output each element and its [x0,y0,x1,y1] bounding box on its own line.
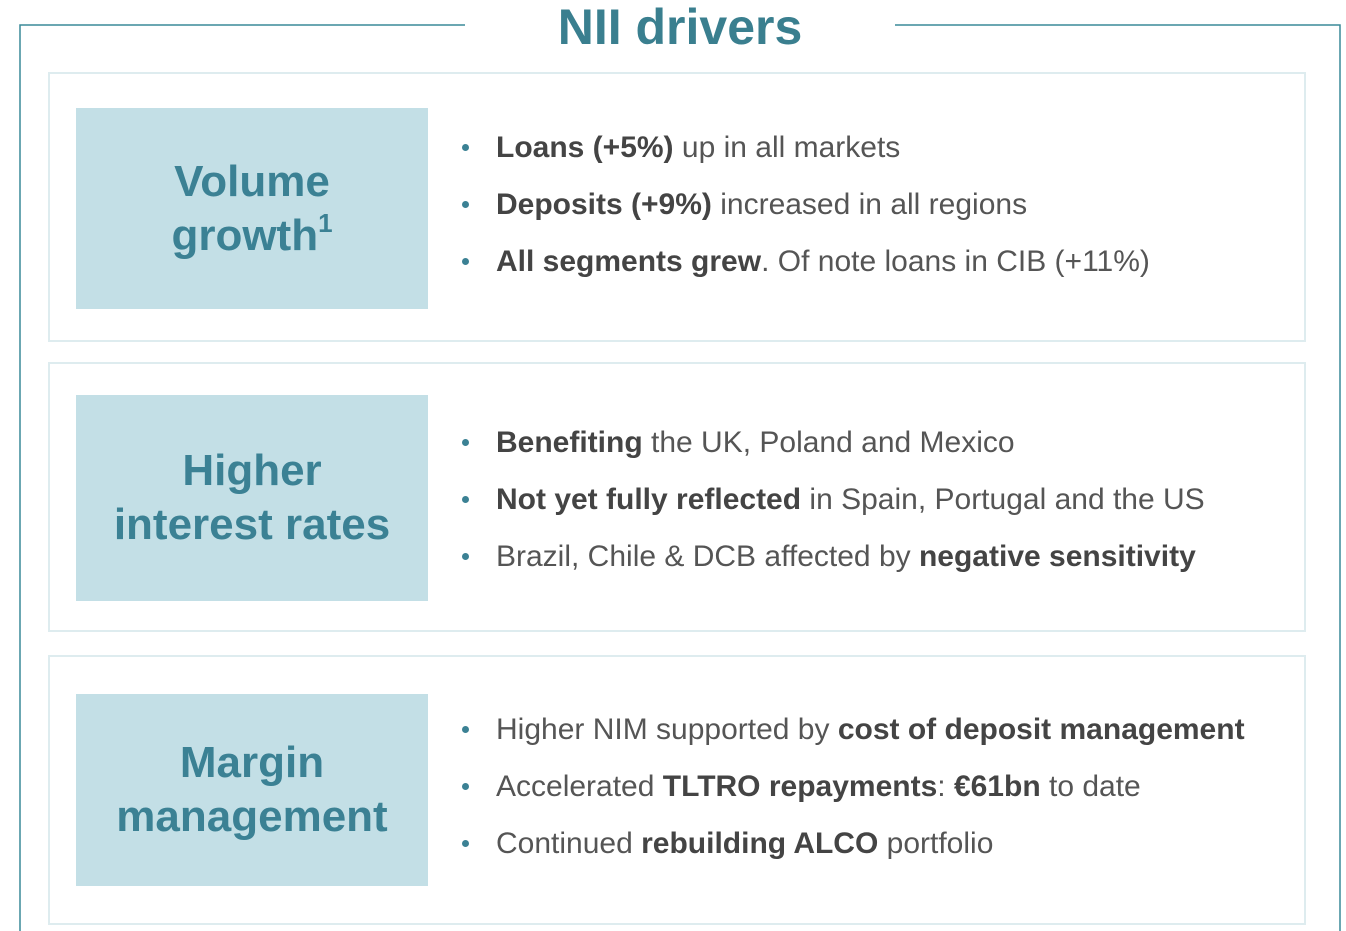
bold-text: TLTRO repayments [662,770,938,803]
section-label: Margin management [76,694,428,886]
bullet: Accelerated TLTRO repayments: €61bn to d… [462,758,1245,815]
bullet-dot [462,783,469,790]
bullet-list: Benefiting the UK, Poland and Mexico Not … [462,414,1205,585]
section-box: Higher interest rates Benefiting the UK, P… [48,362,1306,632]
bold-text: Loans (+5%) [496,131,674,164]
bullet-dot [462,553,469,560]
bullet: All segments grew. Of note loans in CIB … [462,233,1150,290]
text: in Spain, Portugal and the US [801,483,1205,516]
section-label: Volume growth1 [76,108,428,309]
label-line: management [116,792,388,841]
bold-text: cost of deposit management [837,713,1245,746]
bullet: Brazil, Chile & DCB affected by negative… [462,528,1205,585]
label-line: growth1 [171,207,333,260]
text: up in all markets [673,131,901,164]
bullet-dot [462,258,469,265]
text: increased in all regions [711,188,1028,221]
bullet: Not yet fully reflected in Spain, Portug… [462,471,1205,528]
text: Brazil, Chile & DCB affected by [496,540,919,573]
text: : [937,770,954,803]
bullet-dot [462,439,469,446]
bullet-list: Higher NIM supported by cost of deposit … [462,701,1245,872]
section-box: Volume growth1 Loans (+5%) up in all marke… [48,72,1306,342]
text: Higher NIM supported by [496,713,838,746]
bullet-dot [462,201,469,208]
section-label: Higher interest rates [76,395,428,601]
bullet-list: Loans (+5%) up in all markets Deposits (+… [462,119,1150,290]
text: the UK, Poland and Mexico [642,426,1015,459]
frame-right [895,24,1341,931]
label-line: Margin [179,738,325,787]
bold-text: €61bn [953,770,1041,803]
bullet: Loans (+5%) up in all markets [462,119,1150,176]
text: . Of note loans in CIB (+11%) [761,245,1150,278]
bold-text: negative sensitivity [918,540,1196,573]
text: portfolio [878,827,994,860]
bold-text: rebuilding ALCO [641,827,879,860]
bullet-dot [462,144,469,151]
bullet: Continued rebuilding ALCO portfolio [462,815,1245,872]
title: NII drivers [557,0,803,55]
bullet: Deposits (+9%) increased in all regions [462,176,1150,233]
bullet: Benefiting the UK, Poland and Mexico [462,414,1205,471]
bold-text: Deposits (+9%) [496,188,712,221]
bullet-dot [462,726,469,733]
frame-left [19,24,465,931]
label-line: Higher [182,446,322,495]
text: Accelerated [496,770,663,803]
label-line: Volume [174,156,330,206]
bullet-dot [462,496,469,503]
bold-text: Benefiting [496,426,643,459]
section-box: Margin management Higher NIM supported by … [48,655,1306,925]
bullet: Higher NIM supported by cost of deposit … [462,701,1245,758]
label-line: interest rates [113,500,391,549]
bullet-dot [462,840,469,847]
text: Continued [496,827,642,860]
bold-text: All segments grew [496,245,762,278]
bold-text: Not yet fully reflected [496,483,802,516]
footnote-mark: 1 [318,207,333,238]
text: to date [1040,770,1141,803]
